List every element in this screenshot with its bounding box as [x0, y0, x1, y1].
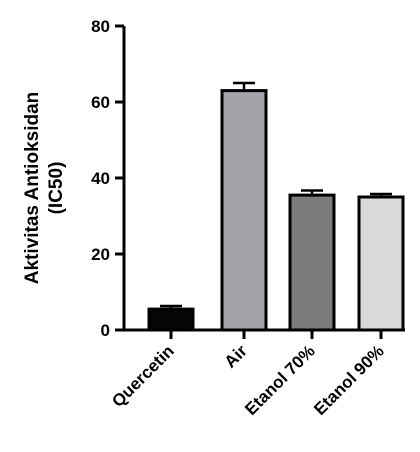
- x-category-label: Etanol 70%: [241, 341, 319, 419]
- y-tick-label: 20: [91, 245, 110, 264]
- y-tick-label: 0: [101, 321, 110, 340]
- x-category-label: Quercetin: [108, 341, 178, 411]
- y-axis-title-line-1: Aktivitas Antioksidan: [22, 92, 43, 285]
- x-category-label: Etanol 90%: [310, 341, 388, 419]
- bar: [147, 307, 195, 332]
- bar: [357, 195, 405, 332]
- bar: [220, 89, 268, 332]
- y-tick-label: 80: [91, 17, 110, 36]
- y-axis: 0 20 40 60 80: [91, 17, 126, 340]
- y-tick-label: 40: [91, 169, 110, 188]
- y-axis-title-line-2: (IC50): [46, 162, 67, 215]
- y-tick-label: 60: [91, 93, 110, 112]
- y-axis-title: Aktivitas Antioksidan (IC50): [22, 92, 67, 285]
- x-category-label: Air: [221, 341, 251, 371]
- bar: [288, 193, 336, 332]
- bars: [147, 81, 405, 332]
